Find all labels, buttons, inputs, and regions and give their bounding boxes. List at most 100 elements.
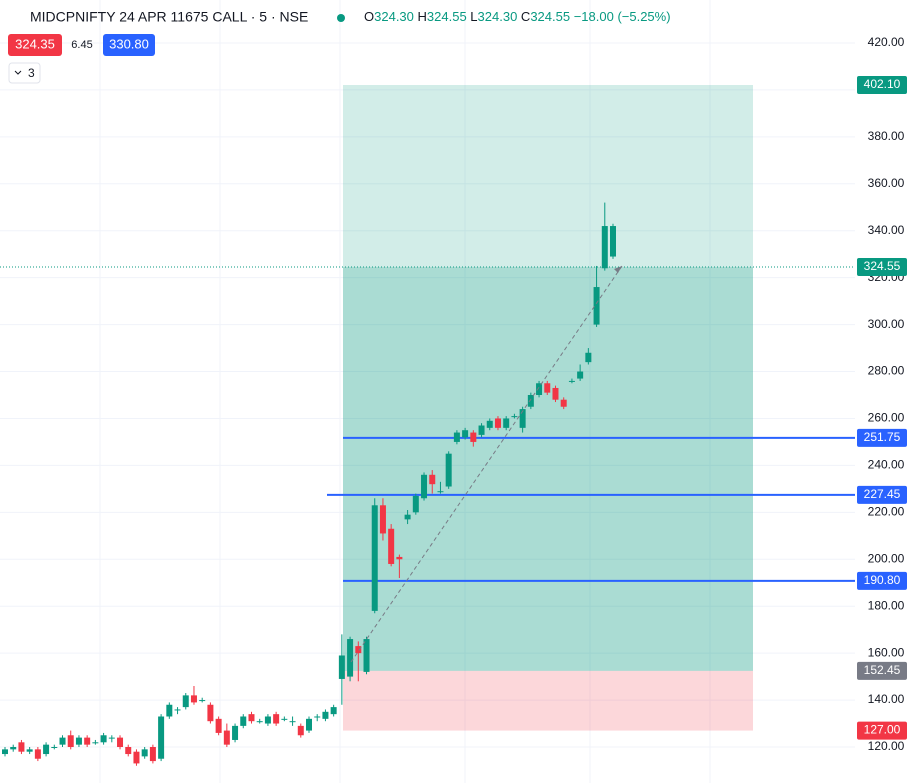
indicator-count[interactable]: 3 <box>28 66 35 80</box>
candle-body <box>347 639 354 677</box>
candle-body <box>421 474 428 499</box>
candle-body <box>552 387 559 400</box>
candle-body <box>18 742 25 752</box>
level-label: 251.75 <box>864 430 901 444</box>
arrow-head <box>614 266 622 273</box>
candle-body <box>256 721 263 723</box>
y-tick-label: 360.00 <box>868 176 905 190</box>
candle-body <box>503 418 510 428</box>
ohlc-header: O324.30 H324.55 L324.30 C324.55 −18.00 (… <box>364 9 671 24</box>
position-target-badge <box>857 76 907 95</box>
y-tick-label: 120.00 <box>868 739 905 753</box>
candle-body <box>232 725 239 740</box>
indicator-toggle[interactable] <box>8 62 41 84</box>
candle-body <box>388 528 395 564</box>
spread: 6.45 <box>71 39 92 51</box>
candle-body <box>610 226 616 257</box>
candle-body <box>215 718 222 733</box>
candle-body <box>593 287 600 325</box>
candle-body <box>338 655 345 679</box>
level-badge <box>857 428 907 447</box>
candle-body <box>363 639 370 672</box>
position-target-label: 402.10 <box>864 77 901 91</box>
candle-body <box>174 709 181 711</box>
candle-body <box>519 409 526 428</box>
candle-body <box>396 556 403 560</box>
y-tick-label: 240.00 <box>868 458 905 472</box>
candle-body <box>117 737 124 747</box>
candle-body <box>511 416 518 418</box>
candle-body <box>2 749 8 755</box>
y-tick-label: 200.00 <box>868 551 905 565</box>
y-tick-label: 280.00 <box>868 364 905 378</box>
y-tick-label: 140.00 <box>868 692 905 706</box>
candle-body <box>240 716 247 726</box>
candle-body <box>158 716 165 759</box>
candle-body <box>190 695 197 703</box>
candle-body <box>34 749 41 759</box>
y-tick-label: 300.00 <box>868 317 905 331</box>
candle-body <box>462 430 469 438</box>
position-entry-label: 152.45 <box>864 663 901 677</box>
candle-body <box>601 226 608 269</box>
y-tick-label: 220.00 <box>868 505 905 519</box>
candle-body <box>322 711 329 719</box>
candle-body <box>306 718 312 731</box>
candle-body <box>10 747 17 750</box>
open: 324.30 <box>374 9 414 24</box>
candle-body <box>585 352 592 363</box>
stop-zone <box>343 670 753 731</box>
candle-body <box>429 474 436 485</box>
candle-body <box>544 383 551 393</box>
y-tick-label: 340.00 <box>868 223 905 237</box>
candle-body <box>355 646 362 654</box>
candle-body <box>470 432 477 442</box>
chart-title: MIDCPNIFTY 24 APR 11675 CALL · 5 · NSE <box>30 9 308 25</box>
candle-body <box>412 495 419 513</box>
y-tick-label: 420.00 <box>868 35 905 49</box>
label: C <box>521 9 530 24</box>
y-tick-label: 260.00 <box>868 411 905 425</box>
last-price-badge <box>857 257 907 276</box>
sell-price[interactable]: 324.35 <box>15 36 55 51</box>
change: −18.00 (−5.25%) <box>574 9 671 24</box>
candle-body <box>199 700 206 702</box>
level-badge <box>857 571 907 590</box>
candle-body <box>478 425 485 435</box>
low: 324.30 <box>478 9 518 24</box>
y-tick-label: 160.00 <box>868 645 905 659</box>
candle-body <box>371 505 378 611</box>
high: 324.55 <box>427 9 467 24</box>
candle-body <box>445 453 452 487</box>
candle-body <box>141 749 148 757</box>
candle-body <box>577 371 584 379</box>
buy-price[interactable]: 330.80 <box>109 36 149 51</box>
level-label: 227.45 <box>864 487 901 501</box>
candle-body <box>486 420 493 428</box>
buy-button[interactable] <box>103 34 155 56</box>
candle-body <box>264 716 271 724</box>
candle-body <box>43 744 50 755</box>
y-tick-label: 180.00 <box>868 598 905 612</box>
candle-body <box>108 737 115 739</box>
candle-body <box>223 730 230 745</box>
candle-body <box>149 747 156 762</box>
candle-body <box>404 514 411 520</box>
sell-button[interactable] <box>8 34 62 56</box>
candle-body <box>281 718 288 720</box>
candle-body <box>26 749 33 752</box>
position-entry-badge <box>857 661 907 680</box>
profit-zone <box>343 266 753 671</box>
candle-body <box>248 714 255 722</box>
candle-body <box>379 505 386 534</box>
candle-body <box>84 737 91 745</box>
trend-arrow <box>350 265 623 663</box>
status-dot <box>337 14 345 22</box>
candle-body <box>453 432 460 442</box>
candle-body <box>59 737 66 745</box>
level-badge <box>857 485 907 504</box>
label: L <box>470 9 477 24</box>
chevron[interactable] <box>14 70 22 75</box>
label: O <box>364 9 374 24</box>
